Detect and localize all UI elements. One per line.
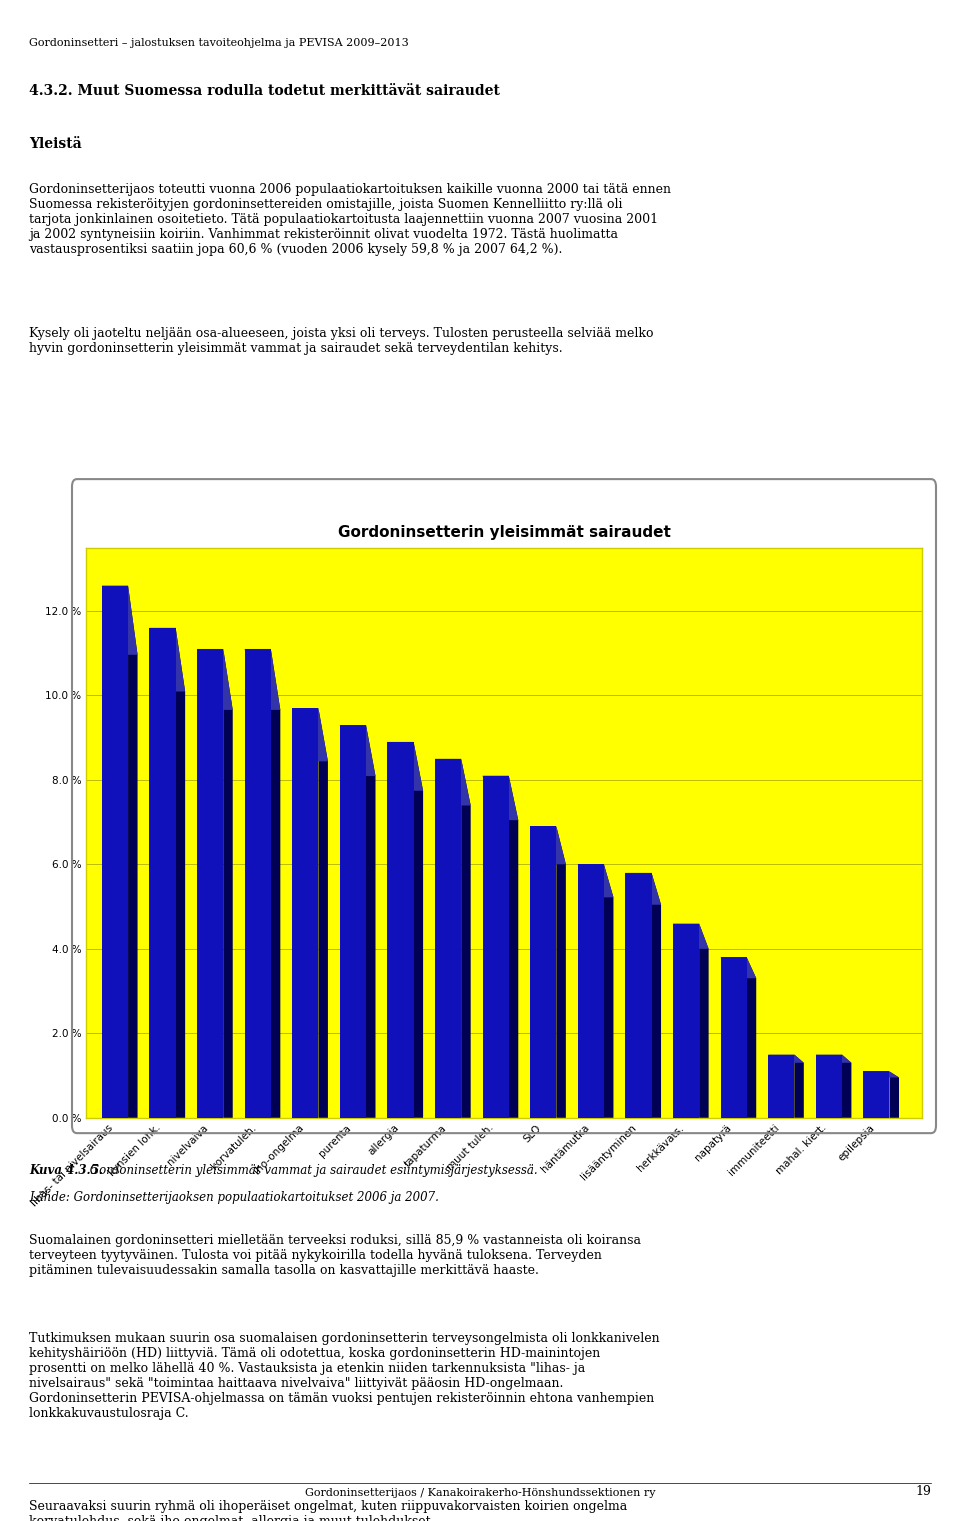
Polygon shape [224,649,232,1118]
Polygon shape [768,1054,804,1063]
Text: Tutkimuksen mukaan suurin osa suomalaisen gordoninsetterin terveysongelmista oli: Tutkimuksen mukaan suurin osa suomalaise… [29,1332,660,1421]
Bar [530,826,557,1118]
Polygon shape [340,726,375,776]
Polygon shape [530,826,565,864]
Text: Kuva 4.3.5.: Kuva 4.3.5. [29,1164,103,1177]
Text: Lähde: Gordoninsetterijaoksen populaatiokartoitukset 2006 ja 2007.: Lähde: Gordoninsetterijaoksen populaatio… [29,1191,439,1205]
Polygon shape [388,742,423,791]
Text: Gordoninsetteri – jalostuksen tavoiteohjelma ja PEVISA 2009–2013: Gordoninsetteri – jalostuksen tavoiteohj… [29,38,409,49]
Bar [340,726,366,1118]
Bar [768,1054,794,1118]
Polygon shape [747,957,756,1118]
Bar [625,873,652,1118]
Polygon shape [652,873,661,1118]
Bar [483,776,509,1118]
Polygon shape [128,586,137,1118]
Polygon shape [435,759,470,806]
Polygon shape [292,709,328,762]
Polygon shape [863,1071,899,1077]
Bar [435,759,461,1118]
Bar [388,742,414,1118]
Bar [197,649,224,1118]
Polygon shape [366,726,375,1118]
Text: 19: 19 [915,1484,931,1498]
Polygon shape [197,649,232,710]
Polygon shape [319,709,328,1118]
Text: Seuraavaksi suurin ryhmä oli ihoperäiset ongelmat, kuten riippuvakorvaisten koir: Seuraavaksi suurin ryhmä oli ihoperäiset… [29,1500,627,1521]
Polygon shape [604,864,613,1118]
Text: Gordoninsetterin yleisimmät sairaudet: Gordoninsetterin yleisimmät sairaudet [338,525,670,540]
Polygon shape [890,1071,899,1118]
Polygon shape [461,759,470,1118]
Bar [816,1054,842,1118]
Text: Gordoninsetterin yleisimmät vammat ja sairaudet esiintymisjärjestyksessä.: Gordoninsetterin yleisimmät vammat ja sa… [86,1164,538,1177]
Polygon shape [176,628,185,1118]
Polygon shape [842,1054,852,1118]
Polygon shape [271,649,280,1118]
Bar [721,957,747,1118]
Polygon shape [102,586,137,654]
Polygon shape [414,742,423,1118]
Bar [578,864,604,1118]
Polygon shape [557,826,565,1118]
Bar [245,649,271,1118]
Bar [863,1071,890,1118]
Bar [150,628,176,1118]
Polygon shape [509,776,518,1118]
Polygon shape [578,864,613,897]
Text: Gordoninsetterijaos / Kanakoirakerho-Hönshundssektionen ry: Gordoninsetterijaos / Kanakoirakerho-Hön… [304,1488,656,1498]
Text: Yleistä: Yleistä [29,137,82,151]
Text: 4.3.2. Muut Suomessa rodulla todetut merkittävät sairaudet: 4.3.2. Muut Suomessa rodulla todetut mer… [29,84,499,97]
Bar [102,586,128,1118]
Polygon shape [721,957,756,978]
Bar [292,709,319,1118]
Polygon shape [673,923,708,949]
Bar [673,923,699,1118]
Polygon shape [245,649,280,710]
Text: Suomalainen gordoninsetteri mielletään terveeksi roduksi, sillä 85,9 % vastannei: Suomalainen gordoninsetteri mielletään t… [29,1234,641,1276]
Polygon shape [625,873,661,905]
Polygon shape [150,628,185,692]
Polygon shape [699,923,708,1118]
Polygon shape [794,1054,804,1118]
Polygon shape [816,1054,852,1063]
Text: Kysely oli jaoteltu neljään osa-alueeseen, joista yksi oli terveys. Tulosten per: Kysely oli jaoteltu neljään osa-alueesee… [29,327,654,354]
Polygon shape [483,776,518,820]
Text: Gordoninsetterijaos toteutti vuonna 2006 populaatiokartoituksen kaikille vuonna : Gordoninsetterijaos toteutti vuonna 2006… [29,183,671,256]
